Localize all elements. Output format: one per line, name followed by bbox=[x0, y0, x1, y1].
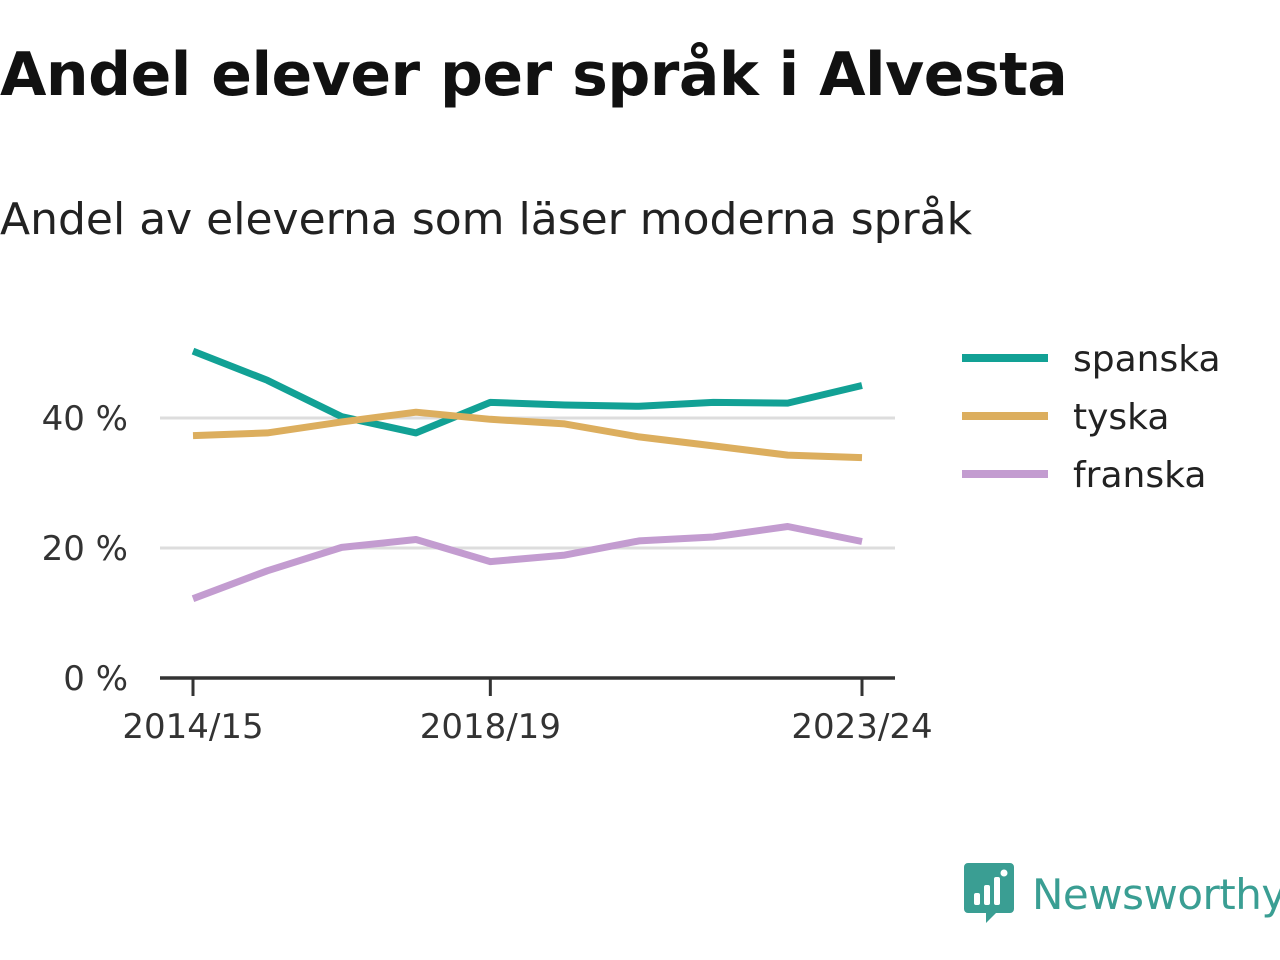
x-tick-label: 2018/19 bbox=[420, 707, 561, 747]
x-tick-label: 2014/15 bbox=[122, 707, 263, 747]
x-axis: 2014/15 2018/19 2023/24 bbox=[122, 676, 933, 747]
legend-label-spanska: spanska bbox=[1073, 339, 1221, 380]
x-tick-label: 2023/24 bbox=[791, 707, 932, 747]
legend: spanska tyska franska bbox=[962, 339, 1221, 496]
series-line-tyska bbox=[192, 408, 863, 462]
y-tick-label: 20 % bbox=[42, 529, 128, 569]
gridlines: 0 % 20 % 40 % bbox=[42, 399, 895, 699]
chart-title: Andel elever per språk i Alvesta bbox=[0, 40, 1068, 110]
brand-logo: Newsworthy bbox=[964, 862, 1280, 926]
series-line-spanska bbox=[191, 347, 863, 437]
brand-name: Newsworthy bbox=[1032, 869, 1280, 919]
chart-subtitle: Andel av eleverna som läser moderna språ… bbox=[0, 194, 973, 245]
newsworthy-logo-icon bbox=[964, 863, 1014, 923]
y-tick-label: 0 % bbox=[63, 659, 128, 699]
y-tick-label: 40 % bbox=[42, 399, 128, 439]
legend-label-franska: franska bbox=[1073, 455, 1206, 496]
series-lines bbox=[191, 347, 863, 602]
legend-label-tyska: tyska bbox=[1073, 397, 1169, 438]
series-line-franska bbox=[191, 523, 863, 602]
